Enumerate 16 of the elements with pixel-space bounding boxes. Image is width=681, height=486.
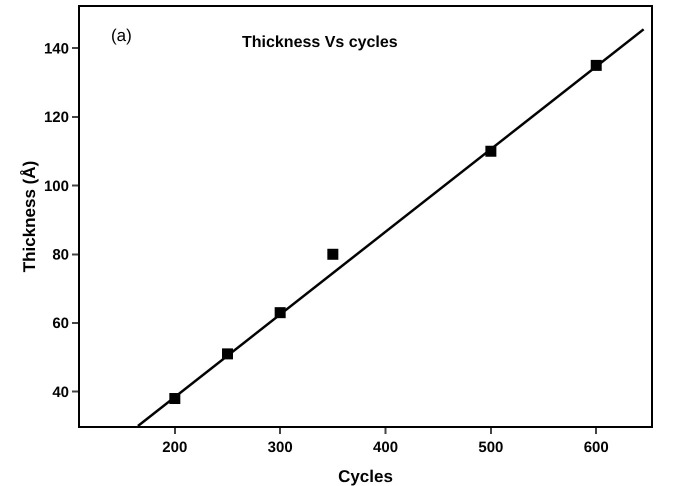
y-axis-title: Thickness (Å) bbox=[20, 160, 39, 272]
x-tick-label: 300 bbox=[268, 439, 293, 456]
x-tick-label: 600 bbox=[584, 439, 609, 456]
y-tick-label: 80 bbox=[52, 246, 69, 264]
annotation: Thickness Vs cycles bbox=[242, 34, 398, 51]
y-tick-label: 40 bbox=[52, 384, 69, 401]
x-axis-title: Cycles bbox=[338, 467, 393, 486]
point bbox=[327, 248, 338, 260]
y-tick-label: 100 bbox=[44, 178, 69, 195]
y-tick-label: 120 bbox=[44, 109, 69, 126]
annotation: (a) bbox=[111, 26, 132, 45]
y-tick-label: 140 bbox=[44, 40, 69, 58]
x-tick-label: 400 bbox=[373, 439, 398, 456]
y-tick-label: 60 bbox=[52, 315, 69, 332]
x-tick-label: 200 bbox=[162, 439, 188, 456]
x-tick-label: 500 bbox=[478, 439, 504, 456]
